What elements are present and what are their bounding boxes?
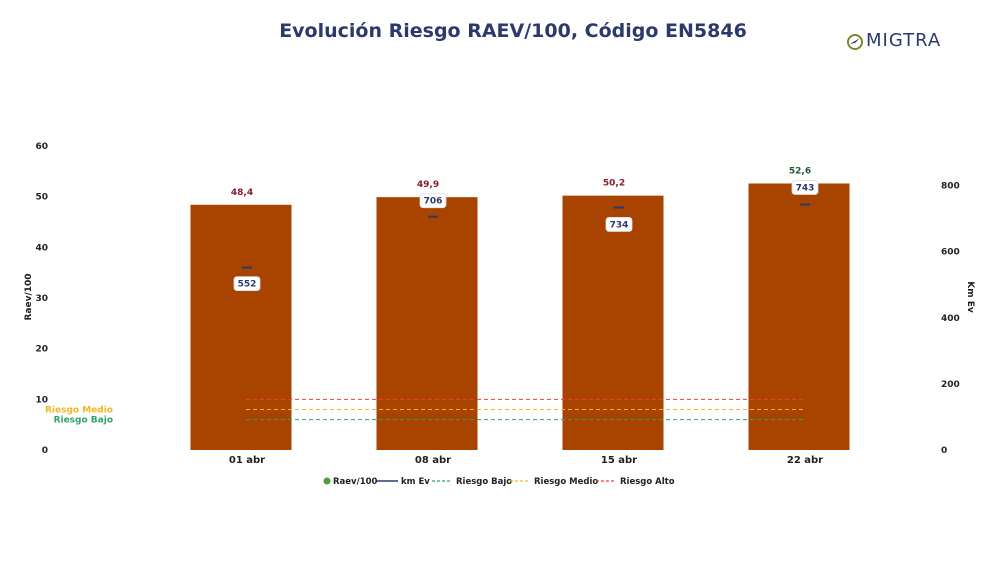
category-label: 08 abr	[415, 455, 451, 466]
left-axis-label: Raev/100	[24, 273, 34, 320]
legend-label: Riesgo Bajo	[456, 477, 512, 487]
chart-title: Evolución Riesgo RAEV/100, Código EN5846	[279, 20, 747, 42]
category-label: 01 abr	[229, 455, 265, 466]
left-axis-tick-label: 10	[35, 395, 48, 405]
category-axis: 01 abr 08 abr 15 abr 22 abr	[229, 455, 823, 466]
left-axis-tick-label: 20	[35, 345, 48, 355]
left-axis-tick-label: 40	[35, 243, 48, 253]
km-label-box	[233, 276, 261, 292]
left-axis-tick-label: 30	[35, 294, 48, 304]
legend-label: km Ev	[401, 477, 430, 487]
km-label-box	[605, 217, 633, 232]
legend-label: Riesgo Alto	[620, 477, 675, 487]
logo-text: MIGTRA	[866, 30, 942, 51]
legend: Raev/100 km Ev Riesgo Bajo Riesgo Medio Ries…	[323, 477, 675, 487]
right-axis-tick-label: 400	[941, 314, 960, 324]
reference-line-label: Riesgo Bajo	[54, 416, 113, 426]
migtra-logo: MIGTRA	[846, 30, 970, 54]
bar	[190, 204, 292, 450]
left-axis-ticks: 0 10 20 30 40 50 60	[35, 142, 48, 456]
km-series: 552 706 734 743	[233, 180, 819, 292]
km-label-box	[419, 193, 447, 209]
left-axis-tick-label: 60	[35, 142, 48, 152]
km-value-label: 743	[796, 183, 815, 193]
km-value-label: 734	[610, 220, 629, 230]
km-value-label: 552	[238, 280, 257, 290]
bar	[748, 183, 850, 450]
right-axis-tick-label: 200	[941, 380, 960, 390]
right-axis-tick-label: 600	[941, 248, 960, 258]
bar-value-label: 49,9	[417, 180, 439, 190]
right-axis-ticks: 0 200 400 600 800	[941, 182, 960, 456]
bar-series: 48,4 49,9 50,2 52,6	[190, 166, 850, 450]
legend-label: Riesgo Medio	[534, 477, 598, 487]
km-label-box	[791, 180, 819, 195]
left-axis-tick-label: 50	[35, 193, 48, 203]
right-axis-label: Km Ev	[965, 281, 975, 313]
legend-marker-raev	[323, 477, 331, 485]
right-axis-tick-label: 800	[941, 182, 960, 192]
logo-mark-icon	[847, 34, 863, 50]
category-label: 15 abr	[601, 455, 637, 466]
bar	[562, 195, 664, 450]
bar-value-label: 50,2	[603, 179, 625, 189]
km-value-label: 706	[424, 197, 443, 207]
bar-value-label: 48,4	[231, 188, 253, 198]
right-axis-tick-label: 0	[941, 446, 947, 456]
legend-label: Raev/100	[333, 477, 378, 487]
bar	[376, 197, 478, 450]
reference-line-label: Riesgo Medio	[45, 405, 113, 415]
left-axis-tick-label: 0	[42, 446, 48, 456]
bar-value-label: 52,6	[789, 166, 811, 176]
category-label: 22 abr	[787, 455, 823, 466]
